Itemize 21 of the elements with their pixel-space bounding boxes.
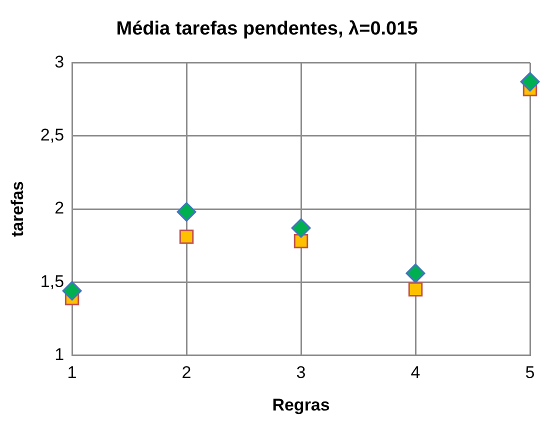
y-tick-label: 2,5 [40,126,64,145]
x-tick-label: 5 [525,363,535,382]
y-tick-label: 2 [54,198,64,218]
x-tick-label: 1 [67,363,77,382]
point [294,234,308,248]
point [176,202,196,222]
point [179,230,194,244]
point [406,264,426,284]
y-tick-label: 1 [54,344,64,364]
x-axis-title: Regras [272,395,330,414]
y-tick-label: 3 [54,52,64,72]
chart-title: Média tarefas pendentes, λ=0.015 [116,18,418,40]
point [291,218,311,238]
x-tick-label: 3 [296,363,306,382]
y-tick-label: 1,5 [40,272,64,291]
x-tick-label: 2 [182,363,192,382]
x-tick-label: 4 [410,363,420,382]
point [520,72,540,92]
point [408,282,423,297]
y-axis-title: tarefas [8,181,27,237]
point [62,281,82,301]
